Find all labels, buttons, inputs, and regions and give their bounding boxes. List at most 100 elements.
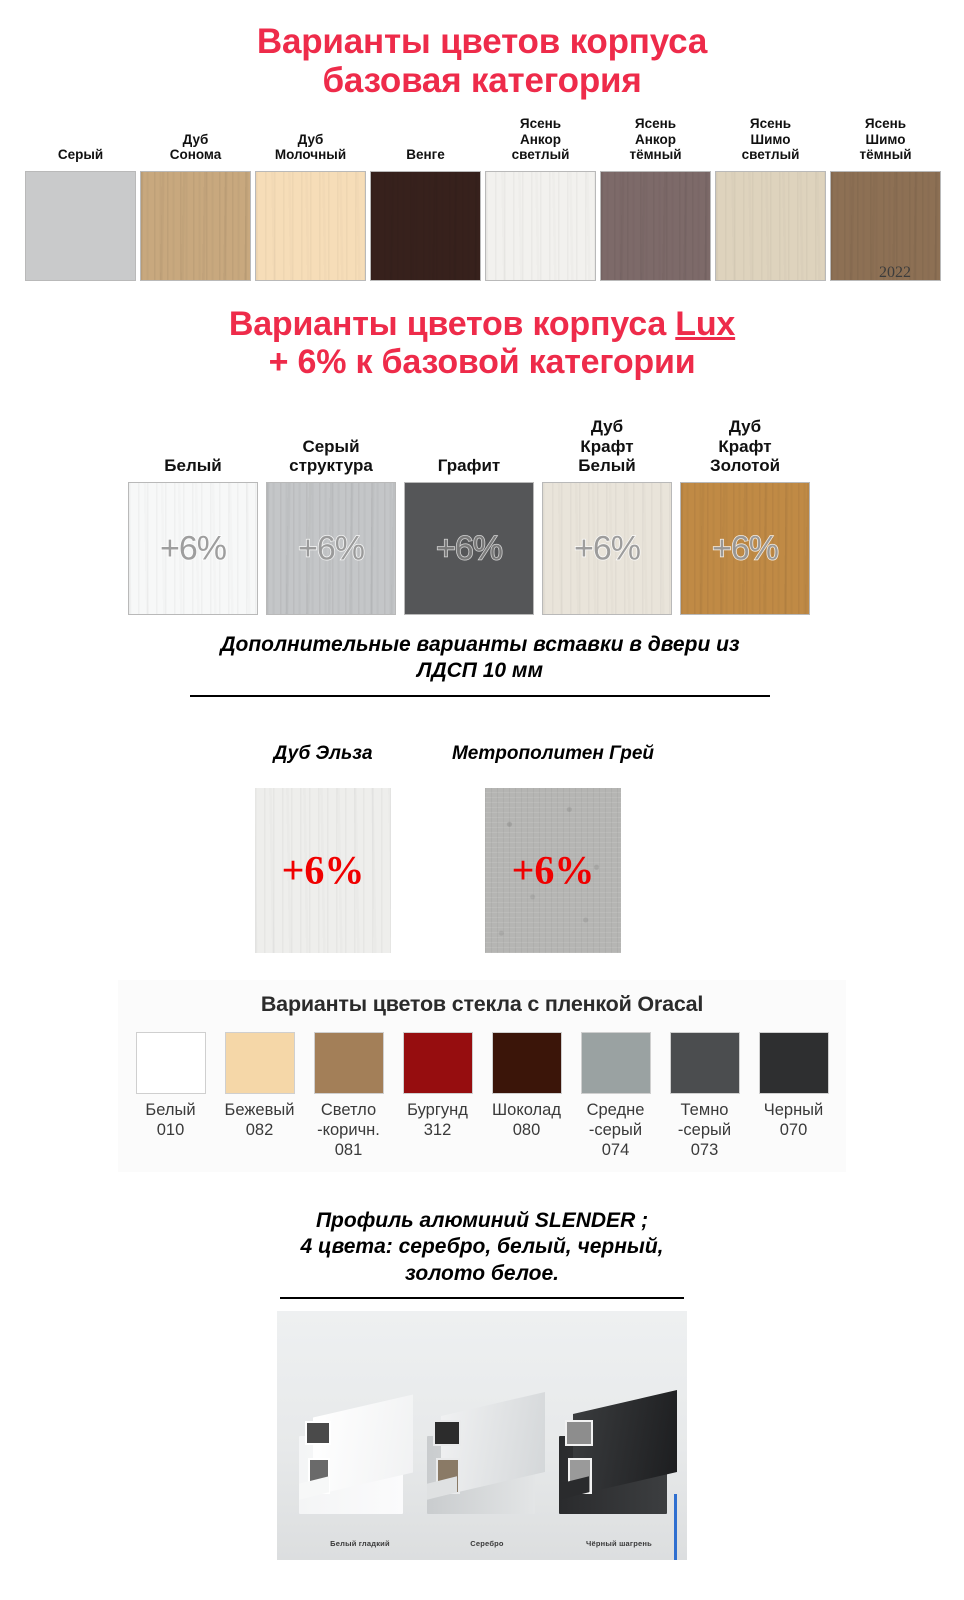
lux-swatch-label: Серый структура xyxy=(289,436,373,476)
oracal-chip-label: Бежевый 082 xyxy=(224,1101,295,1140)
oracal-chip-cell[interactable]: Бургунд 312 xyxy=(395,1032,480,1140)
lux-swatch-tile[interactable]: +6% xyxy=(404,482,534,615)
base-swatch-tile[interactable] xyxy=(140,171,251,281)
profile-render-silver xyxy=(427,1384,553,1514)
profile-title-line3: золото белое. xyxy=(404,1261,559,1285)
insert-surcharge-badge: +6% xyxy=(281,847,365,893)
base-swatch-cell[interactable]: Венге xyxy=(370,118,481,281)
oracal-panel: Варианты цветов стекла с пленкой Oracal … xyxy=(118,980,846,1172)
base-swatch-cell[interactable]: Дуб Молочный xyxy=(255,118,366,281)
base-swatch-tile[interactable] xyxy=(485,171,596,281)
oracal-chip-swatch[interactable] xyxy=(313,1032,384,1094)
lux-swatch-cell[interactable]: Белый +6% xyxy=(128,418,258,615)
profile-divider xyxy=(280,1296,684,1299)
base-swatch-tile[interactable] xyxy=(255,171,366,281)
lux-swatch-tile[interactable]: +6% xyxy=(266,482,396,615)
oracal-chip-label: Средне -серый 074 xyxy=(586,1101,645,1160)
oracal-chip-swatch[interactable] xyxy=(402,1032,473,1094)
oracal-chip-cell[interactable]: Темно -серый 073 xyxy=(662,1032,747,1160)
profile-render-white xyxy=(299,1384,421,1514)
oracal-chip-cell[interactable]: Средне -серый 074 xyxy=(573,1032,658,1160)
watermark-year: 2022 xyxy=(879,264,911,281)
base-swatch-tile[interactable] xyxy=(25,171,136,281)
base-swatch-label: Дуб Молочный xyxy=(274,131,347,163)
base-swatch-tile[interactable] xyxy=(715,171,826,281)
base-swatch-cell[interactable]: Серый xyxy=(25,118,136,281)
insert-swatch-tile[interactable]: +6% xyxy=(255,787,391,953)
oracal-chip-swatch[interactable] xyxy=(580,1032,651,1094)
lux-swatch-label: Дуб Крафт Белый xyxy=(578,416,636,476)
oracal-chip-label: Черный 070 xyxy=(763,1101,824,1140)
base-swatch-tile[interactable] xyxy=(370,171,481,281)
base-swatch-cell[interactable]: Ясень Шимо светлый xyxy=(715,116,826,281)
insert-swatch-tile[interactable]: +6% xyxy=(485,787,621,953)
base-swatch-label: Ясень Анкор светлый xyxy=(511,116,570,163)
base-swatch-label: Ясень Шимо светлый xyxy=(741,116,800,163)
lux-swatch-tile[interactable]: +6% xyxy=(680,482,810,615)
insert-swatch-cell[interactable]: Дуб Эльза +6% xyxy=(248,742,398,953)
lux-surcharge-badge: +6% xyxy=(159,528,228,568)
oracal-chip-cell[interactable]: Светло -коричн. 081 xyxy=(306,1032,391,1160)
lux-swatch-cell[interactable]: Дуб Крафт Золотой +6% xyxy=(680,417,810,615)
base-title-line2: базовая категория xyxy=(322,61,642,101)
lux-swatch-cell[interactable]: Дуб Крафт Белый +6% xyxy=(542,416,672,615)
oracal-chip-cell[interactable]: Белый 010 xyxy=(128,1032,213,1140)
oracal-chip-label: Бургунд 312 xyxy=(407,1101,468,1140)
oracal-chip-swatch[interactable] xyxy=(669,1032,740,1094)
insert-title-line2: ЛДСП 10 мм xyxy=(417,659,543,683)
lux-swatch-label: Графит xyxy=(437,456,501,476)
profile-caption-0: Белый гладкий xyxy=(330,1539,390,1548)
base-swatch-row: Серый Дуб Сонома Дуб Молочный Венге Ясень Ан… xyxy=(25,116,945,281)
oracal-chip-cell[interactable]: Бежевый 082 xyxy=(217,1032,302,1140)
lux-swatch-cell[interactable]: Серый структура +6% xyxy=(266,418,396,615)
lux-section-title: Варианты цветов корпуса Lux + 6% к базов… xyxy=(0,305,964,381)
insert-divider xyxy=(190,694,770,697)
lux-swatch-tile[interactable]: +6% xyxy=(542,482,672,615)
insert-swatch-cell[interactable]: Метрополитен Грей +6% xyxy=(452,742,654,953)
oracal-chip-swatch[interactable] xyxy=(491,1032,562,1094)
profile-caption-1: Серебро xyxy=(470,1539,504,1548)
base-swatch-cell[interactable]: Ясень Анкор тёмный xyxy=(600,116,711,281)
oracal-chip-swatch[interactable] xyxy=(135,1032,206,1094)
profile-caption-2: Чёрный шагрень xyxy=(586,1539,652,1548)
base-swatch-label: Венге xyxy=(406,147,445,163)
profile-render-black xyxy=(559,1384,685,1514)
lux-title-line1: Варианты цветов корпуса Lux xyxy=(0,305,964,343)
oracal-chip-swatch[interactable] xyxy=(224,1032,295,1094)
base-swatch-tile[interactable] xyxy=(600,171,711,281)
lux-swatch-row: Белый +6% Серый структура +6% Графит +6% Дуб К… xyxy=(128,416,810,615)
base-title-line1: Варианты цветов корпуса xyxy=(256,22,708,61)
oracal-chip-cell[interactable]: Шоколад 080 xyxy=(484,1032,569,1140)
base-swatch-tile[interactable] xyxy=(830,171,941,281)
lux-swatch-cell[interactable]: Графит +6% xyxy=(404,418,534,615)
base-swatch-cell[interactable]: Ясень Анкор светлый xyxy=(485,116,596,281)
lux-surcharge-badge: +6% xyxy=(711,528,780,568)
insert-swatch-row: Дуб Эльза +6% Метрополитен Грей +6% xyxy=(248,742,728,953)
base-swatch-cell[interactable]: Ясень Шимо тёмный xyxy=(830,116,941,281)
oracal-chip-label: Шоколад 080 xyxy=(492,1101,561,1140)
lux-surcharge-badge: +6% xyxy=(297,528,366,568)
insert-title-line1: Дополнительные варианты вставки в двери … xyxy=(220,633,740,656)
base-swatch-label: Дуб Сонома xyxy=(169,131,222,163)
lux-surcharge-badge: +6% xyxy=(573,528,642,568)
base-swatch-label: Серый xyxy=(57,147,104,163)
lux-swatch-tile[interactable]: +6% xyxy=(128,482,258,615)
profile-photo: Белый гладкий Серебро Чёрный шагрень xyxy=(277,1311,687,1560)
oracal-chip-row: Белый 010 Бежевый 082 Светло -коричн. 081 Б… xyxy=(128,1032,836,1160)
base-swatch-label: Ясень Шимо тёмный xyxy=(859,116,912,163)
lux-title-lux: Lux xyxy=(675,305,736,343)
blue-edge-marker xyxy=(674,1494,677,1560)
oracal-chip-swatch[interactable] xyxy=(758,1032,829,1094)
insert-swatch-label: Дуб Эльза xyxy=(273,743,373,764)
base-section-title: Варианты цветов корпуса базовая категори… xyxy=(0,22,964,100)
oracal-chip-label: Темно -серый 073 xyxy=(677,1101,732,1160)
lux-title-text: Варианты цветов корпуса xyxy=(228,305,676,343)
base-swatch-cell[interactable]: Дуб Сонома xyxy=(140,118,251,281)
oracal-chip-label: Белый 010 xyxy=(145,1101,196,1140)
lux-surcharge-badge: +6% xyxy=(435,528,504,568)
profile-section-title: Профиль алюминий SLENDER ; 4 цвета: сере… xyxy=(182,1208,782,1299)
lux-title-line2: + 6% к базовой категории xyxy=(268,343,696,382)
oracal-chip-label: Светло -коричн. 081 xyxy=(317,1101,380,1160)
oracal-chip-cell[interactable]: Черный 070 xyxy=(751,1032,836,1140)
